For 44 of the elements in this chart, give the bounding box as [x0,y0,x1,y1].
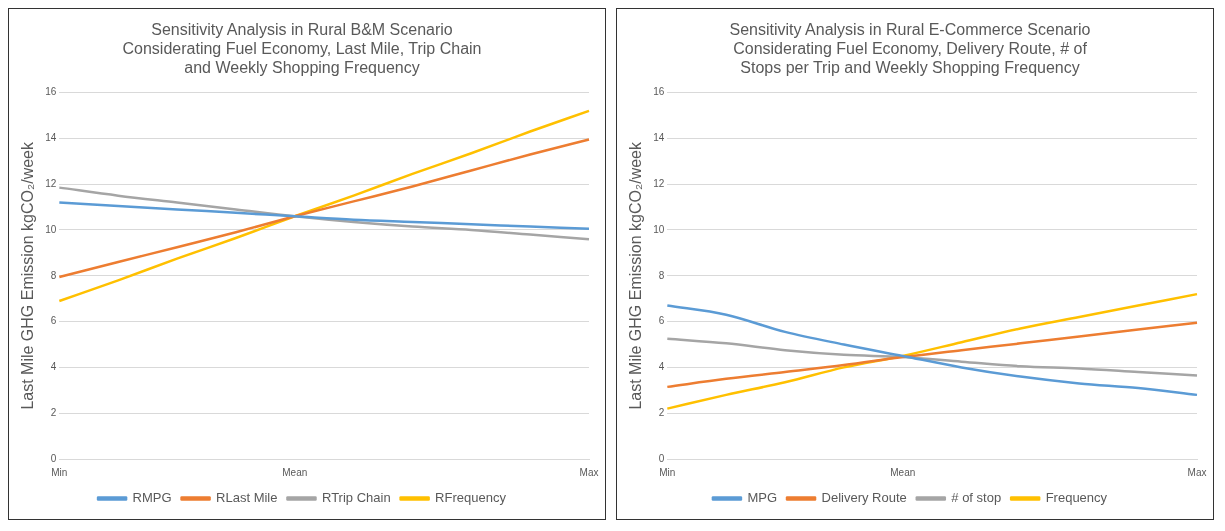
line-series [58,201,591,231]
y-tick-label: 8 [50,269,57,281]
y-tick-label: 10 [653,223,665,235]
y-tick-label: 8 [658,269,665,281]
chart-title: Sensitivity Analysis in Rural B&M Scenario Considerating Fuel Economy, Last Mile, Trip Chain and Weekly Shopping Frequency [122,21,482,77]
line-series [666,292,1199,410]
line-series [666,304,1199,397]
y-axis-title: Last Mile GHG Emission kgCO₂/week [19,141,37,410]
y-tick-label: 0 [658,452,665,464]
line-series [58,109,591,303]
x-tick-label: Max [579,466,599,478]
x-tick-label: Mean [890,466,916,478]
line-series [666,321,1199,389]
legend-label: # of stop [951,490,1002,506]
x-tick-label: Max [1187,466,1207,478]
y-tick-label: 4 [50,361,57,373]
chart-title: Sensitivity Analysis in Rural E-Commerce Scenario Considerating Fuel Economy, Delivery Route, # of Stops per Trip and Weekly Shopping Frequency [729,21,1091,77]
y-tick-label: 0 [50,452,57,464]
y-tick-label: 12 [45,177,57,189]
y-tick-label: 16 [653,86,665,98]
y-axis-title: Last Mile GHG Emission kgCO₂/week [627,141,645,410]
legend-label: Frequency [1045,490,1108,506]
y-tick-label: 4 [658,361,665,373]
x-tick-label: Mean [282,466,308,478]
y-tick-label: 6 [50,315,57,327]
y-tick-label: 16 [45,86,57,98]
y-tick-label: 12 [653,177,665,189]
x-tick-label: Min [659,466,676,478]
y-tick-label: 2 [658,406,665,418]
legend-label: Delivery Route [821,490,907,506]
y-tick-label: 2 [50,406,57,418]
y-tick-label: 14 [45,132,57,144]
y-tick-label: 10 [45,223,57,235]
y-tick-label: 14 [653,132,665,144]
legend-label: RLast Mile [216,490,278,506]
legend-label: MPG [747,490,778,506]
legend-label: RTrip Chain [321,490,391,506]
legend-label: RMPG [132,490,172,506]
y-tick-label: 6 [658,315,665,327]
legend-label: RFrequency [435,490,507,506]
x-tick-label: Min [51,466,68,478]
line-series [58,138,591,279]
line-series [666,337,1199,377]
line-series [58,186,591,241]
